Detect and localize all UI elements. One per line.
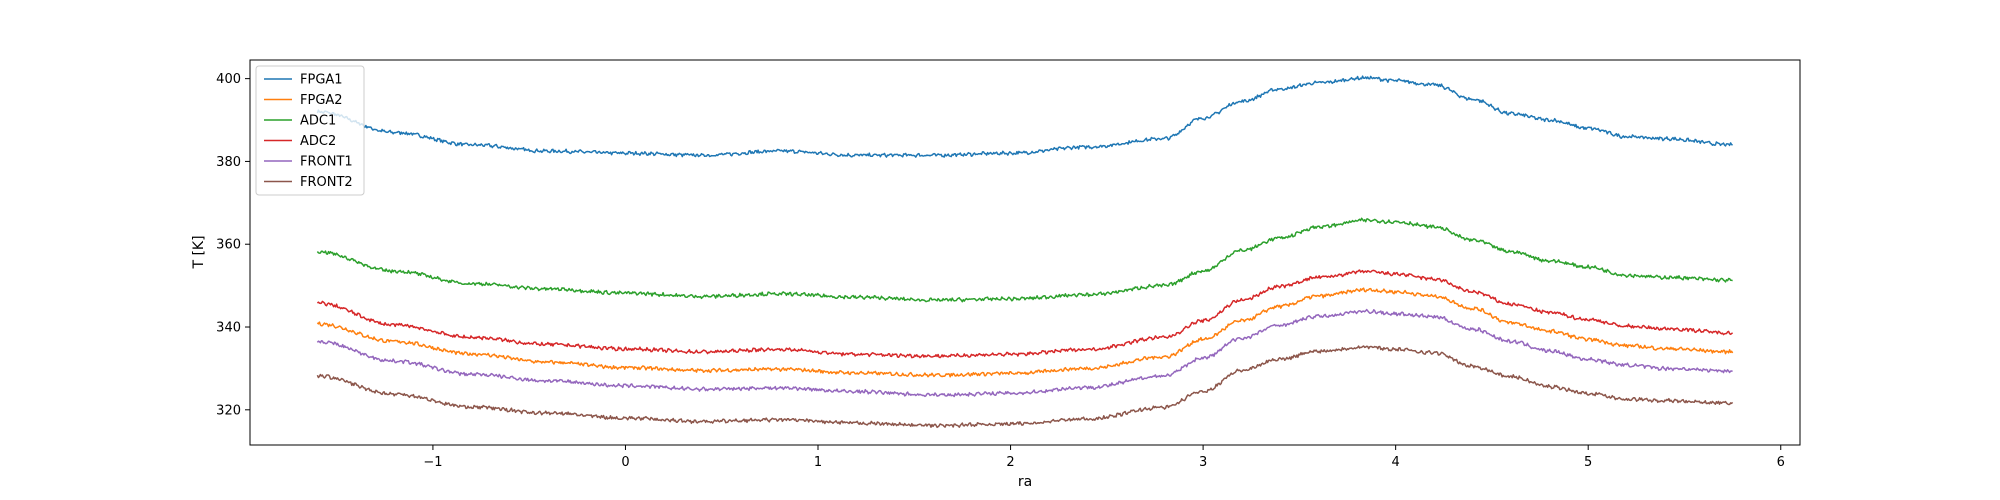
series-line-fpga2 [316,287,1734,378]
plot-area [249,59,1801,446]
y-axis: 320 340 360 380 400 [216,72,250,418]
series-line-adc1 [316,217,1733,303]
legend-box [255,65,365,196]
y-tick-label: 400 [216,72,241,87]
x-tick-label: 6 [1777,455,1785,470]
series-layer [316,75,1734,429]
x-tick-label: 3 [1199,455,1207,470]
y-tick-label: 320 [216,403,241,418]
x-tick-label: 4 [1392,455,1400,470]
legend-entry: FPGA2 [300,93,343,108]
x-tick-label: −1 [423,455,442,470]
series-line-front2 [316,345,1734,429]
x-tick-label: 1 [814,455,822,470]
legend-entry: ADC2 [300,134,336,149]
y-tick-label: 380 [216,155,241,170]
x-tick-label: 2 [1006,455,1014,470]
x-axis-label: ra [1018,474,1032,490]
x-tick-label: 0 [621,455,629,470]
x-tick-label: 5 [1584,455,1592,470]
legend: FPGA1 FPGA2 ADC1 ADC2 FRONT1 FRONT2 [255,65,365,196]
series-line-fpga1 [316,75,1733,158]
y-axis-label: T [K] [191,235,207,269]
x-axis: −1 0 1 2 3 4 5 6 [423,445,1785,470]
series-line-adc2 [316,269,1734,359]
legend-entry: FRONT2 [300,175,353,190]
legend-entry: ADC1 [300,114,336,129]
y-tick-label: 360 [216,238,241,253]
legend-entry: FRONT1 [300,155,353,170]
series-line-front1 [316,308,1733,398]
legend-entry: FPGA1 [300,73,343,88]
y-tick-label: 340 [216,321,241,336]
